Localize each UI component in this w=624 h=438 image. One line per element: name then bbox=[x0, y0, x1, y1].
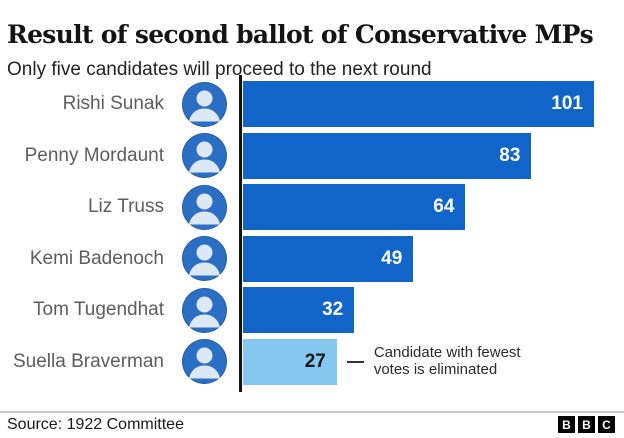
bbc-logo-block: C bbox=[598, 416, 615, 433]
vote-count: 49 bbox=[381, 247, 403, 269]
vote-count: 83 bbox=[499, 144, 521, 166]
candidate-name: Tom Tugendhat bbox=[33, 299, 164, 321]
candidate-name: Suella Braverman bbox=[12, 350, 164, 372]
vote-count: 64 bbox=[433, 196, 455, 218]
bar-chart: Rishi Sunak 101 Penny Mordaunt 83 Liz Tr… bbox=[0, 81, 624, 385]
annotation-text: Candidate with fewest votes is eliminated bbox=[373, 344, 521, 378]
candidate-name: Kemi Badenoch bbox=[29, 247, 164, 269]
vote-bar: 27 bbox=[243, 338, 337, 385]
chart-row: Penny Mordaunt 83 bbox=[0, 132, 624, 179]
source-label: Source: 1922 Committee bbox=[7, 416, 184, 433]
bbc-logo-block: B bbox=[578, 416, 595, 433]
bbc-logo-block: B bbox=[558, 416, 575, 433]
vote-bar: 32 bbox=[243, 287, 355, 334]
candidate-avatar person-silhouette-icon bbox=[182, 81, 227, 127]
annotation-connector-line bbox=[346, 360, 364, 363]
vote-bar: 49 bbox=[243, 235, 414, 282]
chart-row: Suella Braverman 27 Candidate with fewes… bbox=[0, 338, 624, 385]
vote-bar: 83 bbox=[243, 132, 532, 179]
candidate-avatar person-silhouette-icon bbox=[182, 287, 227, 333]
candidate-avatar person-silhouette-icon bbox=[182, 133, 227, 179]
chart-row: Tom Tugendhat 32 bbox=[0, 287, 624, 334]
candidate-name: Liz Truss bbox=[87, 196, 164, 218]
vote-count: 32 bbox=[322, 299, 344, 321]
candidate-avatar person-silhouette-icon bbox=[182, 236, 227, 282]
y-axis-line bbox=[239, 75, 242, 392]
footer-divider bbox=[0, 411, 624, 413]
chart-row: Rishi Sunak 101 bbox=[0, 81, 624, 127]
vote-bar: 64 bbox=[243, 184, 466, 231]
chart-row: Liz Truss 64 bbox=[0, 184, 624, 231]
candidate-name: Rishi Sunak bbox=[62, 93, 164, 114]
candidate-avatar person-silhouette-icon bbox=[182, 339, 227, 385]
chart-title: Result of second ballot of Conservative … bbox=[7, 19, 594, 49]
candidate-avatar person-silhouette-icon bbox=[182, 184, 227, 230]
vote-count: 101 bbox=[551, 93, 583, 114]
chart-row: Kemi Badenoch 49 bbox=[0, 235, 624, 282]
vote-bar: 101 bbox=[243, 81, 594, 127]
elimination-annotation: Candidate with fewest votes is eliminated bbox=[346, 344, 521, 379]
candidate-name: Penny Mordaunt bbox=[24, 144, 164, 166]
chart-subtitle: Only five candidates will proceed to the… bbox=[7, 59, 432, 80]
vote-count: 27 bbox=[304, 350, 326, 372]
